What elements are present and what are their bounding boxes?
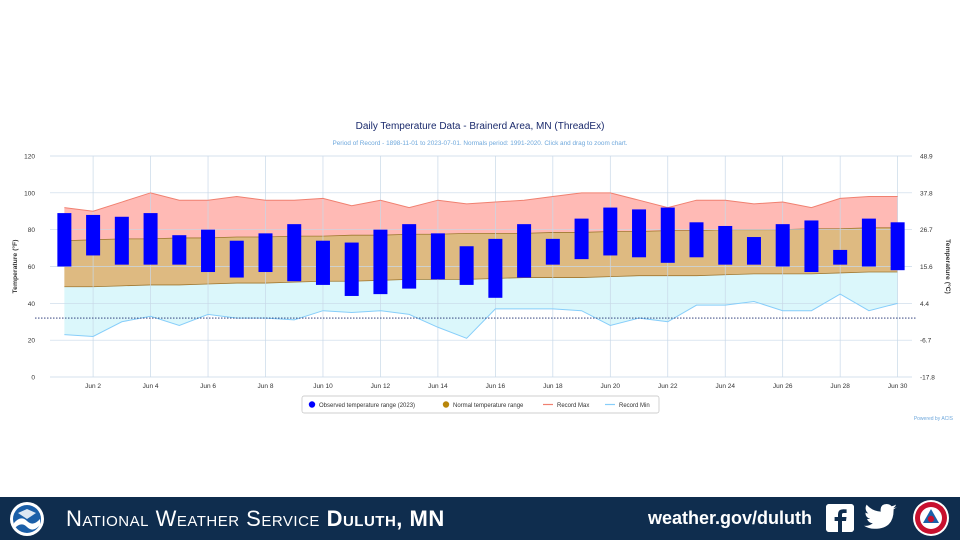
x-tick-label: Jun 14: [428, 383, 448, 390]
observed-bar: [689, 222, 704, 258]
observed-bar: [746, 237, 761, 265]
observed-bar: [57, 213, 72, 267]
record-max-line: [64, 192, 898, 212]
observed-bar: [86, 214, 101, 256]
observed-bar: [890, 222, 905, 271]
y-right-tick-label: 37.8: [920, 190, 933, 197]
x-tick-label: Jun 4: [143, 383, 159, 390]
legend-box: [301, 395, 660, 414]
x-tick-label: Jun 28: [830, 383, 850, 390]
y-tick-label: 60: [28, 264, 36, 271]
observed-bar: [517, 224, 532, 278]
normal-low-line: [64, 271, 898, 288]
record-max-band: [64, 192, 898, 241]
x-tick-label: Jun 12: [371, 383, 391, 390]
observed-bar: [344, 242, 359, 296]
nws-title-prefix: National Weather Service: [66, 506, 320, 531]
y-tick-label: 40: [28, 301, 36, 308]
legend-record-max-label: Record Max: [557, 403, 589, 409]
y-right-tick-label: -17.8: [920, 375, 935, 382]
x-tick-label: Jun 26: [773, 383, 793, 390]
observed-bar: [201, 229, 216, 273]
observed-bar: [143, 213, 158, 265]
x-tick-label: Jun 30: [888, 383, 908, 390]
observed-bar: [402, 224, 417, 289]
nws-title-office: Duluth, MN: [326, 506, 445, 531]
observed-bar: [632, 209, 647, 258]
facebook-icon[interactable]: [826, 504, 854, 532]
legend-normal-swatch: [442, 401, 450, 408]
twitter-icon[interactable]: [864, 503, 898, 533]
y-right-tick-label: 4.4: [920, 301, 929, 308]
chart-subtitle: Period of Record - 1898-11-01 to 2023-07…: [332, 140, 627, 147]
observed-bar: [373, 229, 388, 295]
observed-bar: [430, 233, 445, 280]
site-link[interactable]: weather.gov/duluth: [648, 508, 813, 528]
temperature-chart[interactable]: Daily Temperature Data - Brainerd Area, …: [0, 110, 960, 430]
x-tick-label: Jun 16: [486, 383, 506, 390]
footer-banner: National Weather Service Duluth, MN weat…: [0, 497, 960, 540]
observed-bar: [459, 246, 474, 285]
x-tick-label: Jun 10: [313, 383, 333, 390]
record-min-band: [64, 272, 898, 339]
observed-bar: [660, 207, 675, 263]
observed-bar: [315, 240, 330, 285]
observed-bar: [114, 216, 129, 265]
chart-credit: Powered by ACIS: [914, 416, 954, 422]
legend-observed-swatch: [308, 401, 316, 408]
y-tick-label: 100: [24, 190, 35, 197]
nws-logo-icon: [913, 500, 949, 536]
x-tick-label: Jun 18: [543, 383, 563, 390]
observed-bar: [287, 224, 302, 282]
observed-bar: [574, 218, 589, 260]
x-tick-label: Jun 24: [715, 383, 735, 390]
observed-bar: [545, 238, 560, 265]
observed-bar: [172, 235, 187, 265]
chart-title: Daily Temperature Data - Brainerd Area, …: [356, 121, 605, 132]
y-tick-label: 120: [24, 154, 35, 161]
observed-bar: [861, 218, 876, 267]
legend-observed-label: Observed temperature range (2023): [319, 403, 415, 409]
y-right-tick-label: 48.9: [920, 154, 933, 161]
normal-range-band: [64, 227, 898, 287]
y-tick-label: 20: [28, 338, 36, 345]
legend-record-min-label: Record Min: [619, 403, 650, 409]
x-tick-label: Jun 6: [200, 383, 216, 390]
y-tick-label: 0: [31, 375, 35, 382]
observed-bar: [833, 249, 848, 265]
nws-title: National Weather Service Duluth, MN: [66, 506, 445, 532]
legend-normal-label: Normal temperature range: [453, 403, 524, 409]
observed-bar: [229, 240, 244, 278]
y-right-axis-label: Temperature (°C): [944, 239, 952, 294]
x-tick-label: Jun 2: [85, 383, 101, 390]
observed-bar: [718, 225, 733, 265]
y-right-tick-label: 15.6: [920, 264, 933, 271]
observed-bar: [775, 224, 790, 267]
observed-bar: [488, 238, 503, 298]
y-axis-label: Temperature (°F): [11, 240, 19, 294]
y-tick-label: 80: [28, 227, 36, 234]
y-right-tick-label: 26.7: [920, 227, 933, 234]
record-min-line: [64, 293, 898, 339]
observed-bar: [804, 220, 819, 273]
observed-bar: [603, 207, 618, 256]
x-tick-label: Jun 22: [658, 383, 678, 390]
noaa-logo-icon: [10, 502, 44, 536]
x-tick-label: Jun 20: [601, 383, 621, 390]
chart-svg[interactable]: Daily Temperature Data - Brainerd Area, …: [0, 110, 960, 430]
y-right-tick-label: -6.7: [920, 338, 932, 345]
observed-bar: [258, 233, 273, 273]
x-tick-label: Jun 8: [258, 383, 274, 390]
